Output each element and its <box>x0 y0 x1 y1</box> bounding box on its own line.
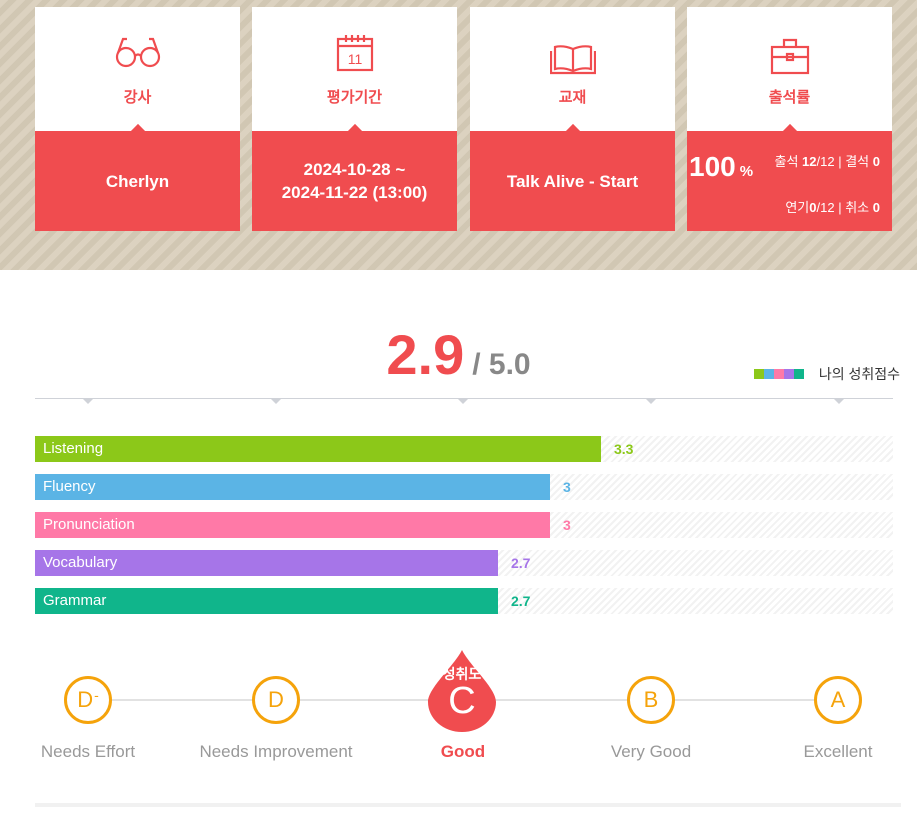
axis-tick <box>646 399 656 404</box>
teacher-title: 강사 <box>123 89 152 106</box>
score-legend: 나의 성취점수 <box>753 364 900 384</box>
grade-label: Excellent <box>803 742 873 761</box>
axis-tick <box>834 399 844 404</box>
legend-color-chip <box>763 369 774 379</box>
attendance-card: 출석률 100% 출석 12/12 | 결석 0 연기0/12 | 취소 0 <box>687 7 892 231</box>
grade-label: Good <box>440 742 486 761</box>
grade-circle: B <box>627 676 675 724</box>
skill-bar <box>35 550 498 576</box>
skill-bar-label: Vocabulary <box>43 554 118 571</box>
period-end: 2024-11-22 (13:00) <box>281 183 428 202</box>
legend-label: 나의 성취점수 <box>818 366 900 382</box>
skill-bar <box>35 436 601 462</box>
legend-color-chip <box>783 369 794 379</box>
skill-bar <box>35 474 550 500</box>
skill-bar-row: Fluency 3 <box>35 474 893 500</box>
period-start: 2024-10-28 ~ <box>303 160 406 179</box>
skill-bar-label: Fluency <box>43 478 96 495</box>
legend-color-chip <box>753 369 764 379</box>
attendance-title: 출석률 <box>768 89 811 106</box>
attendance-row-present: 출석 12/12 | 결석 0 <box>774 154 880 169</box>
period-title: 평가기간 <box>326 89 383 106</box>
skill-bar <box>35 512 550 538</box>
briefcase-icon <box>770 37 810 80</box>
skill-bar-row: Pronunciation 3 <box>35 512 893 538</box>
calendar-icon: 11 <box>335 33 375 78</box>
textbook-title: 교재 <box>558 89 587 106</box>
current-grade-caption: 성취도 <box>442 666 482 682</box>
skill-bar-value: 2.7 <box>511 555 531 571</box>
legend-color-chip <box>773 369 784 379</box>
grade-label: Needs Effort <box>40 742 136 761</box>
axis-tick <box>458 399 468 404</box>
textbook-card: 교재 Talk Alive - Start <box>470 7 675 231</box>
book-icon <box>549 43 596 80</box>
skill-bar-label: Listening <box>43 440 104 457</box>
skill-bar-value: 3 <box>563 479 571 495</box>
skill-bar-label: Grammar <box>43 592 107 609</box>
grade-circle: A <box>814 676 862 724</box>
grade-label: Needs Improvement <box>199 742 353 761</box>
teacher-name: Cherlyn <box>35 131 240 231</box>
skill-bar-row: Vocabulary 2.7 <box>35 550 893 576</box>
legend-color-chip <box>793 369 804 379</box>
skill-bar-value: 3.3 <box>614 441 634 457</box>
grade-circle: D- <box>64 676 112 724</box>
attendance-percent: 100% <box>689 151 754 182</box>
overall-score: 2.9/ 5.0 <box>0 322 917 387</box>
section-divider <box>35 803 901 807</box>
skill-bar-row: Grammar 2.7 <box>35 588 893 614</box>
legend-swatch <box>753 369 804 379</box>
current-grade-marker: 성취도 C <box>426 648 498 734</box>
axis-tick <box>83 399 93 404</box>
score-value: 2.9 <box>386 323 465 386</box>
skill-bar-label: Pronunciation <box>43 516 135 533</box>
svg-text:11: 11 <box>347 51 362 67</box>
skill-bar <box>35 588 498 614</box>
current-grade-letter: C <box>448 680 476 722</box>
grade-label: Very Good <box>610 742 692 761</box>
skill-bar-value: 3 <box>563 517 571 533</box>
attendance-stats: 100% 출석 12/12 | 결석 0 연기0/12 | 취소 0 <box>687 131 892 231</box>
skill-bar-value: 2.7 <box>511 593 531 609</box>
attendance-row-postpone: 연기0/12 | 취소 0 <box>785 200 880 215</box>
teacher-card: 강사 Cherlyn <box>35 7 240 231</box>
score-axis <box>35 398 893 399</box>
textbook-name: Talk Alive - Start <box>470 131 675 231</box>
period-card: 11 평가기간 2024-10-28 ~ 2024-11-22 (13:00) <box>252 7 457 231</box>
score-max: / 5.0 <box>472 348 531 381</box>
grade-circle: D <box>252 676 300 724</box>
glasses-icon <box>115 35 161 74</box>
axis-tick <box>271 399 281 404</box>
period-value: 2024-10-28 ~ 2024-11-22 (13:00) <box>252 131 457 231</box>
skill-bar-row: Listening 3.3 <box>35 436 893 462</box>
